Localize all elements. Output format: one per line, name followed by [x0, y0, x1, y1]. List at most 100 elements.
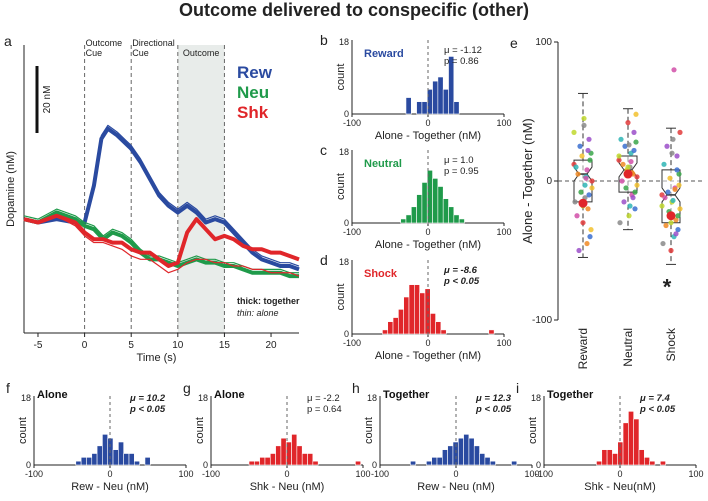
x-tick-label: 0: [453, 469, 458, 479]
y-tick-label: 100: [535, 37, 552, 48]
histogram-bar: [387, 321, 394, 335]
data-point: [572, 199, 578, 205]
y-tick-label-max: 18: [531, 393, 541, 403]
x-tick-label: 0: [284, 469, 289, 479]
histogram-bar: [484, 457, 491, 466]
histogram-bar: [400, 218, 407, 224]
data-point: [631, 129, 637, 135]
data-point: [668, 247, 674, 254]
x-axis-label: Shk - Neu(nM): [584, 481, 656, 493]
y-tick-label-max: 18: [339, 37, 349, 47]
y-tick-label-zero: 0: [536, 460, 541, 470]
histogram-bar: [405, 214, 412, 224]
panel-label-e: e: [510, 35, 518, 51]
stat-p: p < 0.05: [475, 404, 512, 415]
y-tick-label-max: 18: [339, 257, 349, 267]
y-axis-label: count: [335, 284, 347, 311]
event-label-directional-cue: Cue: [132, 48, 149, 58]
histogram-bar: [437, 76, 444, 115]
x-tick-label: -5: [34, 340, 43, 351]
data-point: [585, 206, 591, 212]
stat-p: p < 0.05: [443, 276, 480, 287]
significance-marker: *: [663, 274, 672, 299]
histogram-bar: [432, 178, 439, 224]
histogram-bar: [264, 457, 271, 466]
series-line-shk-alone: [23, 215, 300, 277]
histogram-bar: [426, 169, 433, 224]
histogram-bar: [102, 434, 109, 466]
x-tick-label: -100: [371, 469, 389, 479]
data-point: [669, 150, 675, 156]
data-point: [582, 182, 588, 188]
x-axis-label: Rew - Neu (nM): [71, 481, 149, 493]
data-point: [626, 213, 632, 219]
histogram-bar: [96, 445, 103, 466]
data-point: [575, 171, 581, 177]
x-tick-label: 100: [524, 469, 539, 479]
histogram-bar: [134, 460, 140, 466]
histogram-bar: [296, 445, 303, 466]
data-point: [574, 213, 580, 219]
histogram-bar: [649, 460, 656, 466]
figure-title: Outcome delivered to conspecific (other): [179, 0, 529, 20]
histogram-title: Neutral: [364, 158, 402, 170]
y-tick-label-zero: 0: [26, 460, 31, 470]
data-point: [633, 139, 639, 145]
data-point: [573, 164, 579, 170]
x-tick-label: -100: [202, 469, 220, 479]
data-point: [622, 143, 628, 149]
y-tick-label-max: 18: [339, 147, 349, 157]
histogram-bar: [80, 457, 87, 466]
histogram-bar: [453, 101, 460, 115]
box: [661, 169, 681, 224]
stat-mu: μ = -2.2: [307, 393, 340, 404]
data-point: [588, 227, 594, 233]
x-tick-label: -100: [343, 227, 361, 237]
histogram-title: Alone: [37, 389, 68, 401]
y-axis-label: count: [363, 417, 375, 444]
x-tick-label: 100: [496, 338, 511, 348]
series-line-rew-alone: [23, 124, 300, 267]
data-point: [668, 220, 674, 226]
x-tick-label: 0: [617, 469, 622, 479]
histogram-bar: [408, 284, 415, 335]
histogram-bar: [596, 460, 603, 466]
category-label: Reward: [576, 328, 590, 369]
histogram-bar: [128, 453, 135, 466]
histogram-bar: [435, 321, 442, 335]
data-point: [631, 147, 637, 154]
y-tick-label-zero: 0: [344, 329, 349, 339]
x-tick-label: 0: [425, 227, 430, 237]
histogram-bar: [419, 292, 426, 335]
data-point: [674, 167, 680, 173]
data-point: [675, 227, 681, 233]
mean-marker: [666, 211, 676, 221]
x-tick-label: -100: [343, 118, 361, 128]
histogram-bar: [659, 460, 666, 466]
histogram-bar: [291, 434, 298, 466]
x-tick-label: 0: [107, 469, 112, 479]
data-point: [677, 206, 683, 212]
panel-label-i: i: [516, 380, 519, 396]
x-tick-label: -100: [343, 338, 361, 348]
histogram-title: Shock: [364, 268, 398, 280]
data-point: [589, 185, 595, 191]
histogram-bar: [633, 418, 640, 466]
y-tick-label: -100: [532, 315, 552, 326]
panel-label-b: b: [320, 32, 328, 48]
histogram-bar: [312, 460, 319, 466]
y-axis-label: count: [335, 173, 347, 200]
histogram-bar: [280, 437, 287, 466]
histogram-bar: [644, 457, 650, 466]
data-point: [664, 143, 670, 149]
histogram-bar: [307, 453, 314, 466]
x-tick-label: 100: [688, 469, 703, 479]
data-point: [619, 178, 625, 184]
histogram-bar: [75, 460, 82, 466]
histogram-bar: [86, 457, 93, 466]
stat-mu: μ = -8.6: [443, 265, 478, 276]
x-axis-label: Alone - Together (nM): [375, 130, 481, 142]
panel-label-c: c: [320, 142, 327, 158]
data-point: [632, 189, 638, 195]
histogram-bar: [628, 411, 634, 466]
